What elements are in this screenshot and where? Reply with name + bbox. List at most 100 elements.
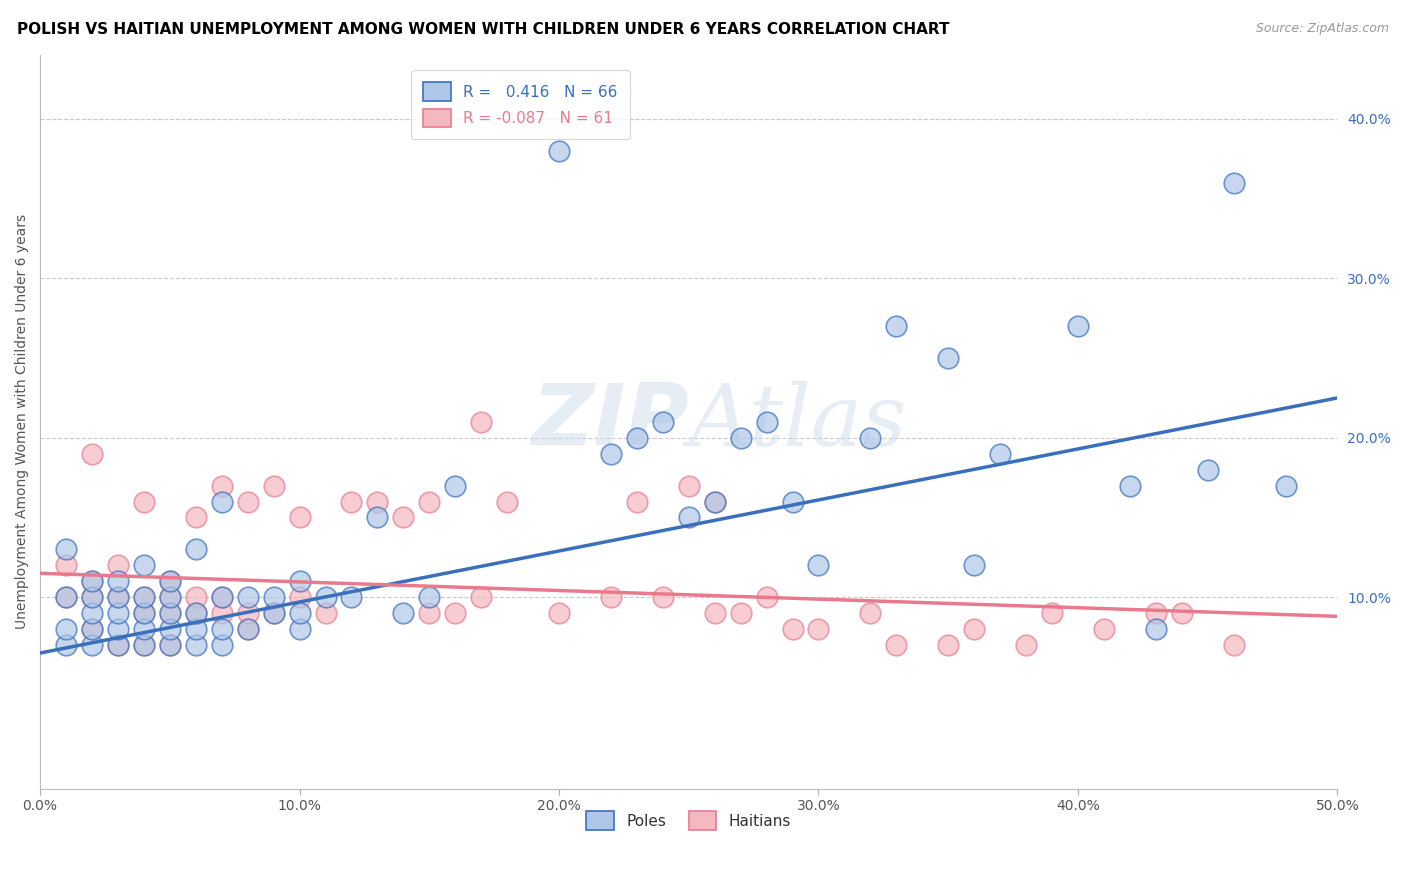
Point [288,574,311,589]
Point [211,622,233,636]
Point [80,574,103,589]
Point [755,415,778,429]
Point [132,591,155,605]
Point [132,558,155,573]
Point [703,494,725,508]
Point [730,431,752,445]
Point [107,622,129,636]
Point [107,591,129,605]
Legend: Poles, Haitians: Poles, Haitians [581,805,797,836]
Point [366,510,388,524]
Point [132,494,155,508]
Point [263,591,285,605]
Point [107,591,129,605]
Text: POLISH VS HAITIAN UNEMPLOYMENT AMONG WOMEN WITH CHILDREN UNDER 6 YEARS CORRELATI: POLISH VS HAITIAN UNEMPLOYMENT AMONG WOM… [17,22,949,37]
Point [55,638,77,652]
Point [159,574,181,589]
Point [80,447,103,461]
Point [107,574,129,589]
Point [600,447,623,461]
Point [80,622,103,636]
Point [107,638,129,652]
Point [288,622,311,636]
Point [496,494,519,508]
Point [418,591,440,605]
Point [288,510,311,524]
Point [884,638,907,652]
Point [600,591,623,605]
Point [211,606,233,620]
Point [236,494,259,508]
Point [80,622,103,636]
Point [730,606,752,620]
Point [159,574,181,589]
Point [132,606,155,620]
Point [55,591,77,605]
Point [418,606,440,620]
Point [936,638,959,652]
Point [288,606,311,620]
Point [678,478,700,492]
Point [1222,176,1244,190]
Point [184,542,207,557]
Point [859,606,882,620]
Point [184,591,207,605]
Point [418,494,440,508]
Point [859,431,882,445]
Text: ZIP: ZIP [531,380,689,463]
Point [651,591,673,605]
Point [678,510,700,524]
Point [392,606,415,620]
Point [1092,622,1115,636]
Point [159,606,181,620]
Point [703,494,725,508]
Point [315,606,337,620]
Point [263,606,285,620]
Point [132,606,155,620]
Point [211,494,233,508]
Point [782,622,804,636]
Point [755,591,778,605]
Point [159,622,181,636]
Point [184,622,207,636]
Point [184,606,207,620]
Point [263,478,285,492]
Point [548,606,571,620]
Text: Source: ZipAtlas.com: Source: ZipAtlas.com [1256,22,1389,36]
Point [548,144,571,158]
Point [807,622,830,636]
Point [107,638,129,652]
Point [159,638,181,652]
Point [444,606,467,620]
Point [1170,606,1192,620]
Text: Atlas: Atlas [689,381,907,463]
Point [80,606,103,620]
Point [1119,478,1142,492]
Point [107,606,129,620]
Point [315,591,337,605]
Point [1067,319,1090,334]
Point [263,606,285,620]
Point [159,591,181,605]
Point [184,606,207,620]
Point [392,510,415,524]
Point [988,447,1011,461]
Point [211,591,233,605]
Point [470,415,492,429]
Point [1040,606,1063,620]
Point [80,591,103,605]
Point [963,622,986,636]
Point [807,558,830,573]
Point [1144,622,1167,636]
Point [80,574,103,589]
Point [132,638,155,652]
Point [626,494,648,508]
Point [444,478,467,492]
Point [288,591,311,605]
Point [184,510,207,524]
Point [703,606,725,620]
Point [1015,638,1038,652]
Point [626,431,648,445]
Point [55,622,77,636]
Point [80,638,103,652]
